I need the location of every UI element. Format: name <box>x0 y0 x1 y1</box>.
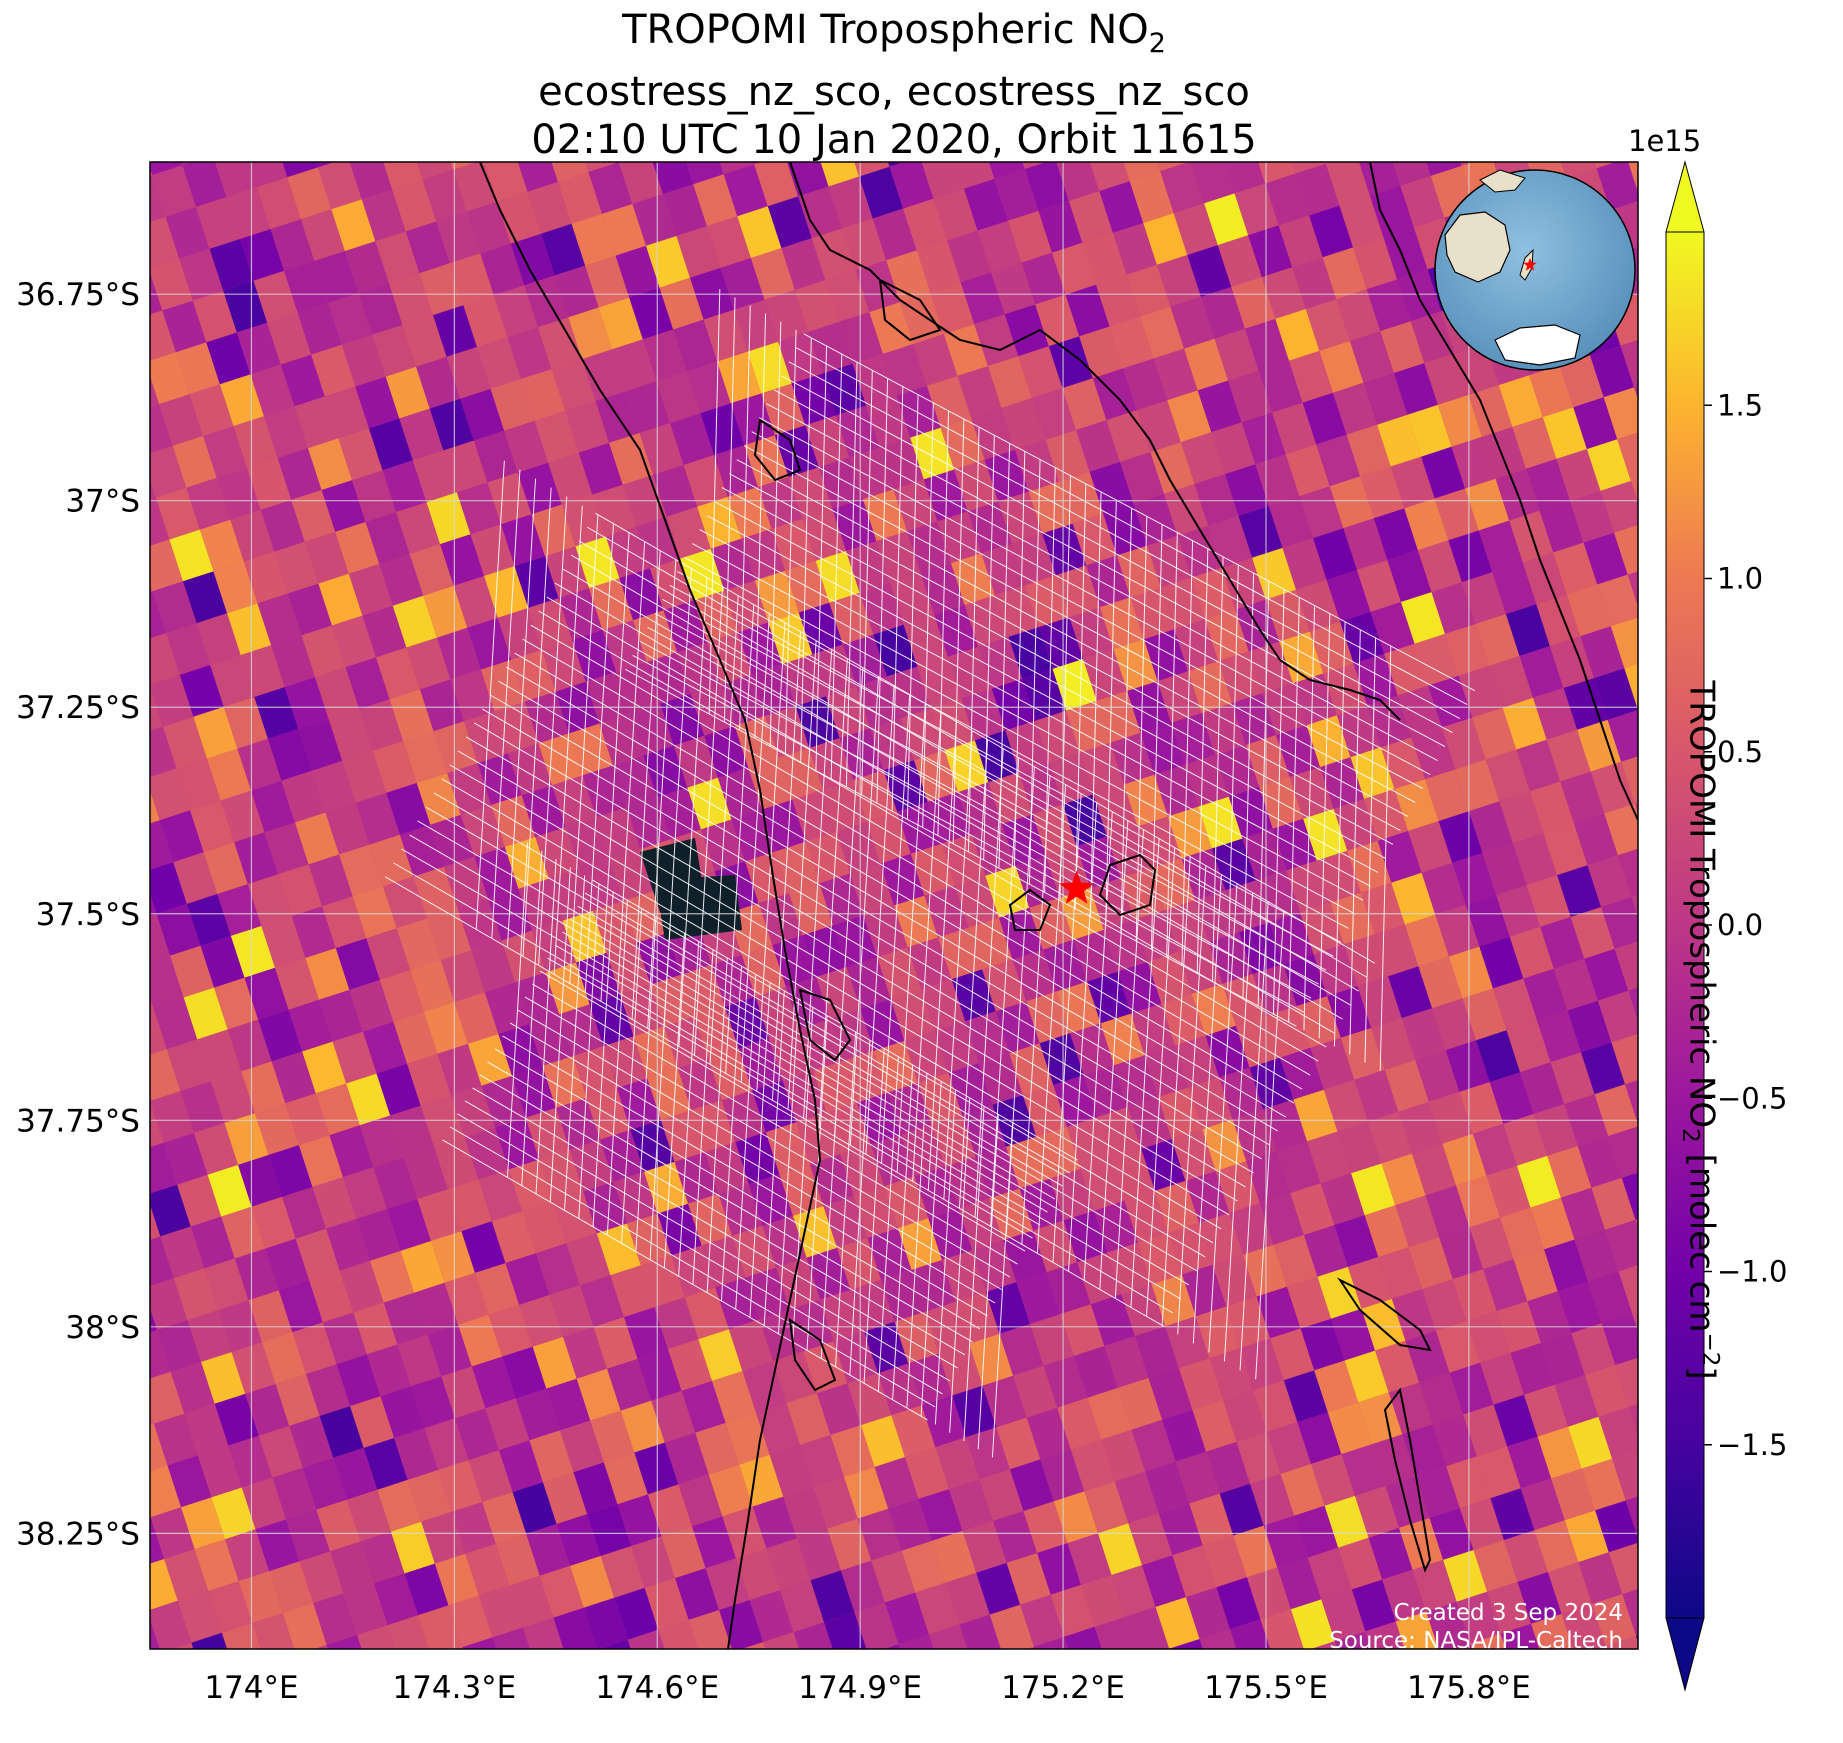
colorbar-tick-label: 1.5 <box>1717 388 1763 422</box>
globe-inset <box>1434 169 1636 371</box>
map-area: Created 3 Sep 2024 Source: NASA/JPL-Calt… <box>150 162 1638 1654</box>
inset-red-star-icon <box>1523 258 1537 271</box>
title-line-1: TROPOMI Tropospheric NO2 <box>622 7 1166 59</box>
lat-tick-label: 37.75°S <box>16 1103 140 1139</box>
colorbar-multiplier: 1e15 <box>1628 124 1702 158</box>
colorbar-tick-label: −0.5 <box>1717 1081 1787 1115</box>
asia-landmass <box>1479 169 1526 193</box>
australia-landmass <box>1444 211 1511 283</box>
lat-tick-label: 37°S <box>65 484 140 520</box>
colorbar-tick-label: 0.5 <box>1717 735 1763 769</box>
red-star-icon <box>1059 870 1095 904</box>
colorbar-ticks: 1.5 1.0 0.5 0.0 −0.5 −1.0 −1.5 <box>1704 388 1787 1462</box>
map-frame <box>149 161 1639 1650</box>
lon-tick-label: 174.3°E <box>392 1670 516 1706</box>
lon-tick-label: 174.9°E <box>798 1670 922 1706</box>
title-line-2: ecostress_nz_sco, ecostress_nz_sco <box>538 69 1250 115</box>
ecostress-swath-overlay <box>385 289 1475 1458</box>
map-title: TROPOMI Tropospheric NO2 ecostress_nz_sc… <box>150 6 1638 164</box>
colorbar: 1.5 1.0 0.5 0.0 −0.5 −1.0 −1.5 <box>1665 160 1787 1692</box>
colorbar-extend-min <box>1665 1617 1705 1692</box>
map-gridlines <box>150 162 1638 1649</box>
colorbar-tick-label: −1.5 <box>1717 1428 1787 1462</box>
lon-tick-label: 174°E <box>204 1670 298 1706</box>
latitude-tick-labels: 36.75°S 37°S 37.25°S 37.5°S 37.75°S 38°S 38.25… <box>16 277 140 1552</box>
lat-tick-label: 38°S <box>65 1310 140 1346</box>
antarctica-landmass <box>1494 324 1581 366</box>
credit-source: Source: NASA/JPL-Caltech <box>1329 1628 1623 1654</box>
colorbar-label: TROPOMI Tropospheric NO2 [molec cm−2] <box>1676 680 1724 1380</box>
colorbar-tick-label: −1.0 <box>1717 1255 1787 1289</box>
lat-tick-label: 36.75°S <box>16 277 140 313</box>
credit-created: Created 3 Sep 2024 <box>1394 1600 1623 1626</box>
colorbar-extend-max <box>1665 160 1705 233</box>
colorbar-tick-label: 0.0 <box>1717 908 1763 942</box>
longitude-tick-labels: 174°E 174.3°E 174.6°E 174.9°E 175.2°E 175.5°E… <box>204 1670 1531 1706</box>
lon-tick-label: 175.2°E <box>1001 1670 1125 1706</box>
colorbar-tick-label: 1.0 <box>1717 562 1763 596</box>
lat-tick-label: 37.25°S <box>16 690 140 726</box>
lat-tick-label: 38.25°S <box>16 1516 140 1552</box>
lon-tick-label: 175.8°E <box>1407 1670 1531 1706</box>
title-line-3: 02:10 UTC 10 Jan 2020, Orbit 11615 <box>531 117 1257 163</box>
lon-tick-label: 175.5°E <box>1204 1670 1328 1706</box>
no2-pixel-field <box>150 162 1638 1649</box>
coastline <box>479 162 1638 1649</box>
lon-tick-label: 174.6°E <box>595 1670 719 1706</box>
location-marker <box>1059 870 1095 904</box>
lat-tick-label: 37.5°S <box>36 897 140 933</box>
